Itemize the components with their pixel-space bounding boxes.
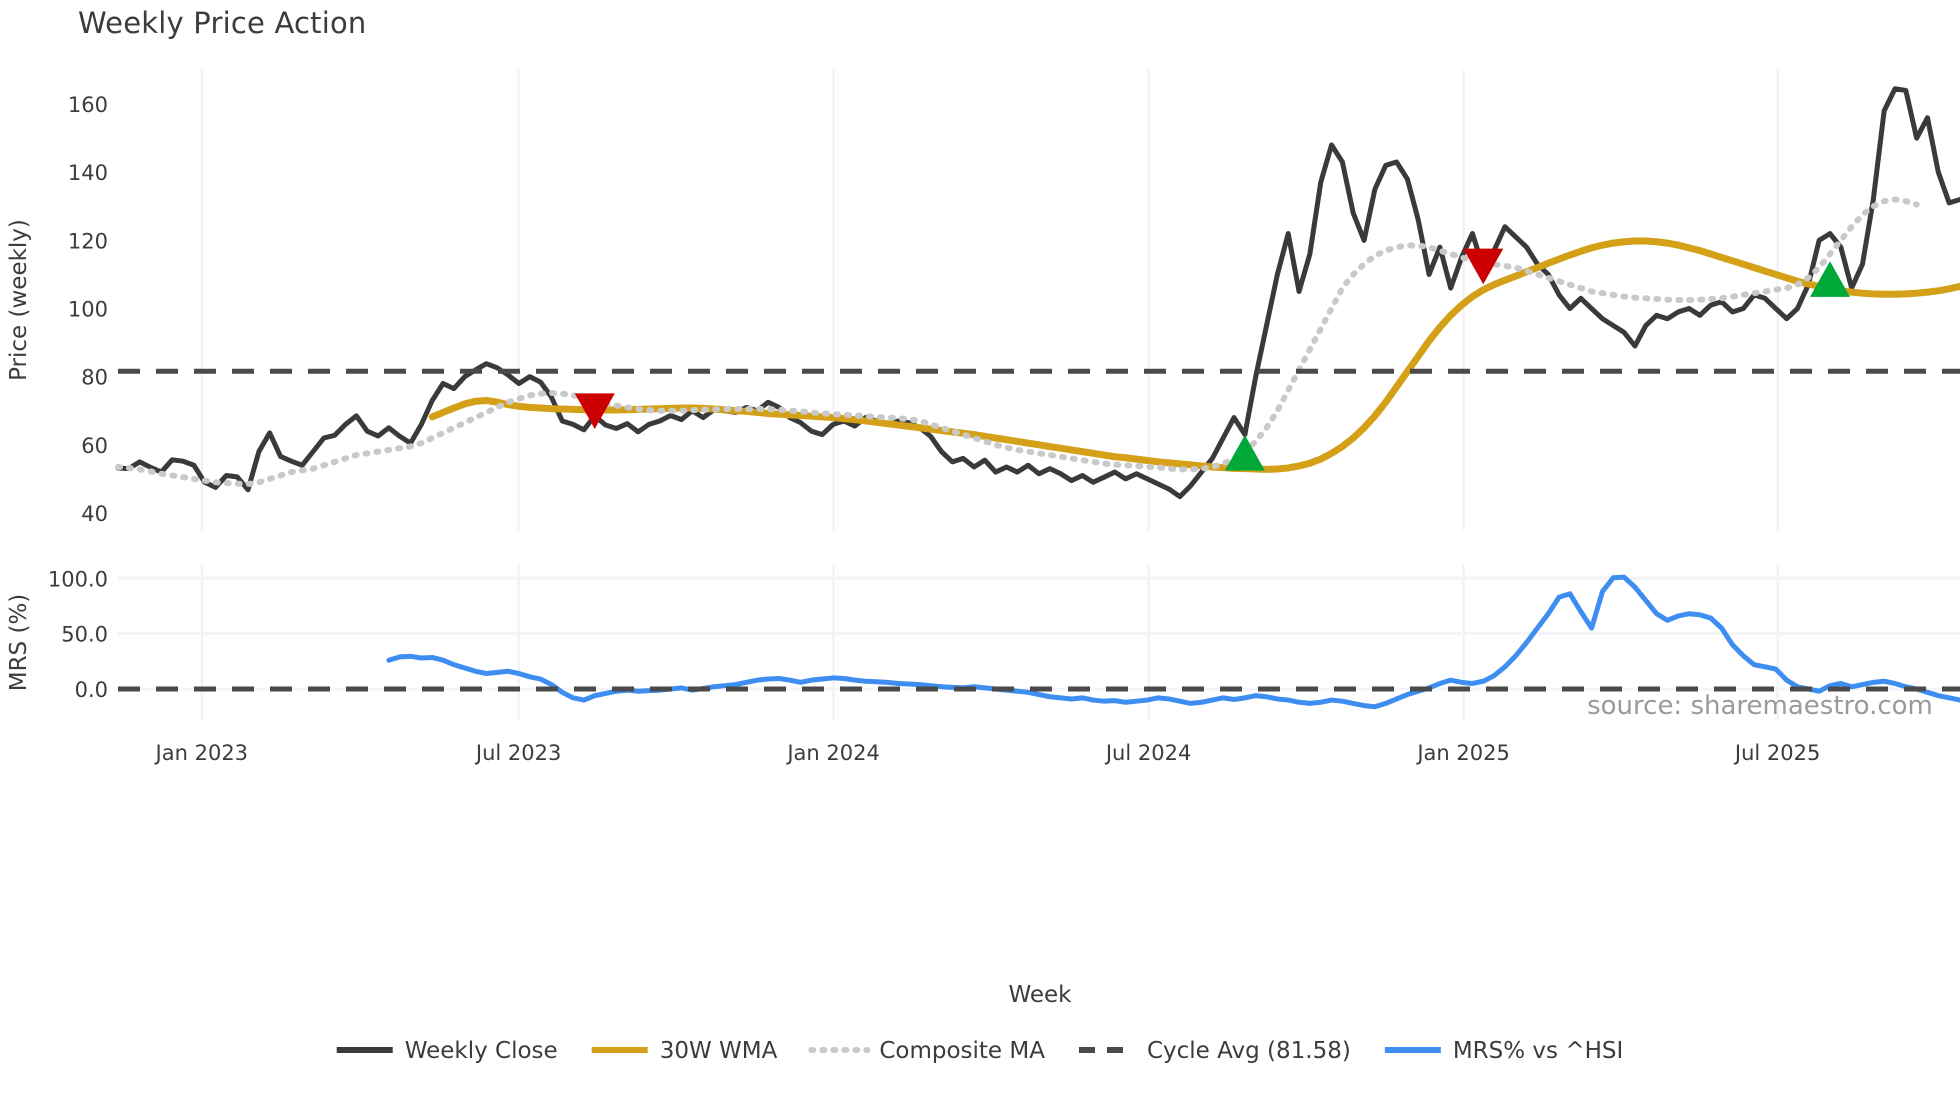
axis-tick-labels: 160 140 120 100 80 60 40 100.0 50.0 0.0 Jan 2023 Ju…	[48, 93, 1821, 765]
legend-label[interactable]: 30W WMA	[660, 1038, 778, 1064]
mrs-y-tick-label: 0.0	[75, 678, 108, 702]
series-line-mrs-vs-hsi	[386, 574, 1960, 710]
legend-label[interactable]: MRS% vs ^HSI	[1453, 1038, 1623, 1064]
mrs-y-tick-label: 100.0	[48, 567, 108, 591]
price-y-tick-label: 40	[81, 502, 108, 526]
x-tick-label: Jul 2025	[1733, 741, 1820, 765]
price-y-tick-label: 160	[68, 93, 108, 117]
price-axis-title: Price (weekly)	[6, 219, 32, 381]
legend-label[interactable]: Composite MA	[879, 1038, 1045, 1064]
chart-legend: Weekly Close 30W WMA Composite MA Cycle Avg…	[336, 1038, 1623, 1064]
series-line-30w-wma	[428, 237, 1960, 473]
signal-markers	[574, 248, 1850, 471]
buy-signal-marker	[1224, 435, 1265, 471]
mrs-axis-title: MRS (%)	[6, 594, 32, 692]
price-y-tick-label: 120	[68, 229, 108, 253]
buy-signal-marker	[1809, 261, 1850, 297]
x-tick-label: Jul 2023	[474, 741, 561, 765]
series-line-weekly-close	[115, 86, 1960, 500]
price-y-tick-label: 80	[81, 366, 108, 390]
sell-signal-marker	[1463, 248, 1504, 285]
x-tick-label: Jan 2025	[1415, 741, 1510, 765]
sell-signal-marker	[574, 393, 615, 430]
x-axis-title: Week	[1008, 982, 1072, 1008]
mrs-y-tick-label: 50.0	[61, 623, 108, 647]
price-y-tick-label: 100	[68, 298, 108, 322]
series-line-composite-ma	[115, 196, 1920, 487]
x-tick-label: Jan 2024	[785, 741, 880, 765]
watermark-text: source: sharemaestro.com	[1587, 691, 1933, 721]
legend-label[interactable]: Weekly Close	[405, 1038, 558, 1064]
cycle-average-lines	[118, 368, 1960, 692]
chart-title: Weekly Price Action	[78, 6, 367, 40]
legend-label[interactable]: Cycle Avg (81.58)	[1147, 1038, 1351, 1064]
x-tick-label: Jan 2023	[154, 741, 249, 765]
price-y-tick-label: 140	[68, 161, 108, 185]
price-y-tick-label: 60	[81, 434, 108, 458]
axis-titles: Price (weekly) MRS (%) Week	[6, 219, 1072, 1008]
grid-lines	[118, 70, 1960, 720]
data-series	[115, 86, 1960, 710]
x-tick-label: Jul 2024	[1104, 741, 1191, 765]
